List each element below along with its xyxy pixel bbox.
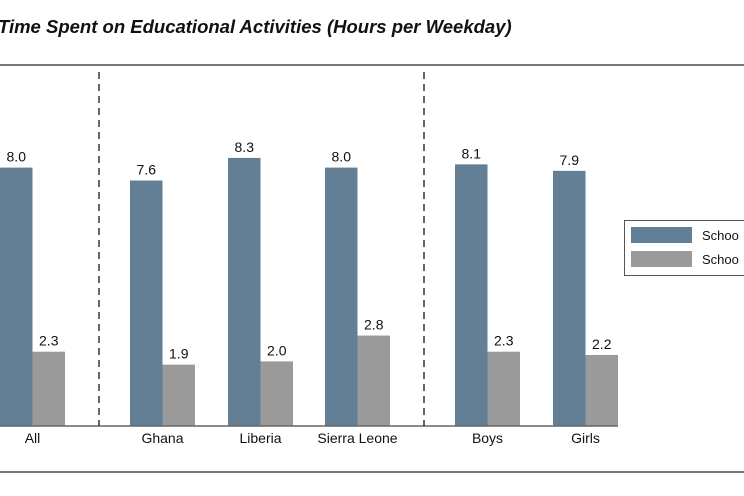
bar-series-2-boys	[487, 351, 520, 426]
category-label: Boys	[472, 430, 503, 446]
data-label: 7.6	[137, 162, 157, 178]
bar-series-2-sierra-leone	[357, 335, 390, 426]
category-label: Ghana	[141, 430, 183, 446]
top-rule	[0, 64, 744, 66]
category-label: All	[25, 430, 41, 446]
bar-series-1-girls	[553, 170, 586, 426]
legend-item-series-2: Schoo	[631, 251, 739, 267]
bar-series-1-sierra-leone	[325, 167, 358, 426]
data-label: 1.9	[169, 346, 189, 362]
data-label: 8.3	[235, 139, 255, 155]
category-label: Girls	[571, 430, 600, 446]
legend-label-series-1: Schoo	[702, 227, 739, 243]
category-label: Sierra Leone	[317, 430, 397, 446]
bottom-rule	[0, 471, 744, 473]
data-label: 2.8	[364, 317, 384, 333]
data-label: 2.3	[39, 333, 59, 349]
bar-series-1-liberia	[228, 157, 261, 426]
bar-series-2-all	[32, 351, 65, 426]
bar-series-2-liberia	[260, 361, 293, 426]
bar-series-1-boys	[455, 164, 488, 426]
legend-item-series-1: Schoo	[631, 227, 739, 243]
bar-series-2-ghana	[162, 364, 195, 426]
data-label: 7.9	[560, 152, 580, 168]
legend: Schoo Schoo	[624, 220, 744, 276]
legend-swatch-series-2	[631, 251, 692, 267]
bar-series-2-girls	[585, 354, 618, 426]
legend-label-series-2: Schoo	[702, 251, 739, 267]
data-label: 2.2	[592, 336, 612, 352]
data-label: 2.0	[267, 342, 287, 358]
data-label: 8.1	[462, 145, 482, 161]
category-label: Liberia	[239, 430, 281, 446]
legend-swatch-series-1	[631, 227, 692, 243]
chart-title: Time Spent on Educational Activities (Ho…	[0, 16, 512, 37]
data-label: 8.0	[7, 149, 27, 165]
bar-series-1-all	[0, 167, 33, 426]
data-label: 8.0	[332, 149, 352, 165]
bar-series-1-ghana	[130, 180, 163, 426]
data-label: 2.3	[494, 333, 514, 349]
